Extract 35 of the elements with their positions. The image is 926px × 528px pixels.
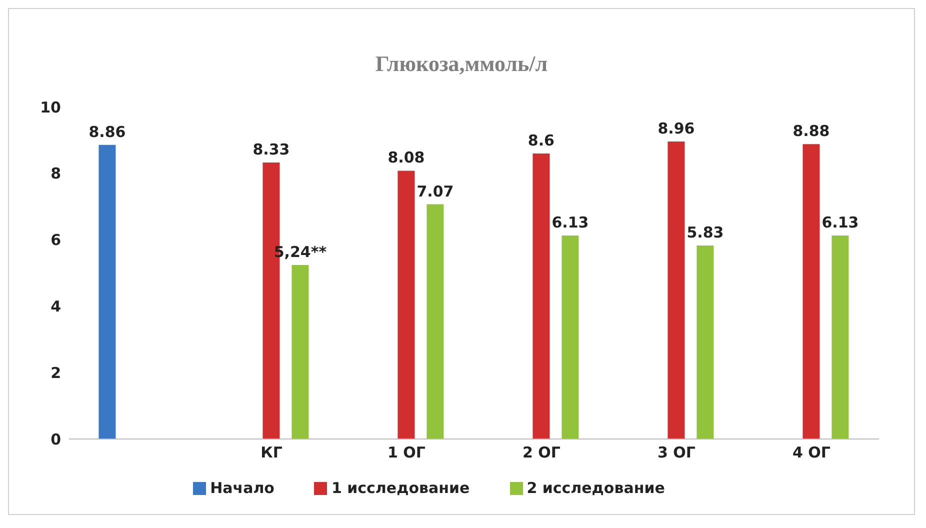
legend-label: 2 исследование <box>526 479 665 497</box>
y-tick-label: 0 <box>50 430 61 448</box>
data-label: 5.83 <box>686 223 724 242</box>
bar <box>532 153 550 439</box>
x-tick-label: 1 ОГ <box>388 444 426 462</box>
bar <box>832 235 849 439</box>
y-tick-label: 10 <box>40 98 61 116</box>
bar <box>98 144 116 439</box>
bar <box>562 235 579 439</box>
data-label: 7.07 <box>416 182 454 200</box>
y-tick-label: 6 <box>50 231 61 250</box>
x-tick-label: 3 ОГ <box>658 444 696 462</box>
data-label: 8.08 <box>388 148 425 167</box>
x-tick-label: КГ <box>260 444 283 462</box>
bar <box>398 170 415 439</box>
chart-title: Глюкоза,ммоль/л <box>374 51 549 77</box>
y-tick-label: 8 <box>50 164 61 183</box>
data-label: 8.6 <box>528 131 554 150</box>
bar <box>292 265 309 439</box>
bar <box>426 204 444 439</box>
x-tick-label: 2 ОГ <box>522 444 561 462</box>
data-label: 6.13 <box>552 213 589 232</box>
y-tick-label: 2 <box>50 364 61 382</box>
legend-label: 1 исследование <box>331 479 470 497</box>
bar <box>802 144 820 439</box>
x-tick-label: 4 ОГ <box>792 444 831 462</box>
bar <box>696 245 714 439</box>
data-label: 8.88 <box>792 122 830 140</box>
data-label: 6.13 <box>822 213 859 232</box>
data-label: 8.96 <box>658 120 695 138</box>
legend-label: Начало <box>210 479 274 497</box>
data-label: 8.86 <box>88 122 126 141</box>
bar <box>668 142 685 439</box>
y-tick-label: 4 <box>50 298 61 316</box>
data-label: 8.33 <box>252 140 290 158</box>
